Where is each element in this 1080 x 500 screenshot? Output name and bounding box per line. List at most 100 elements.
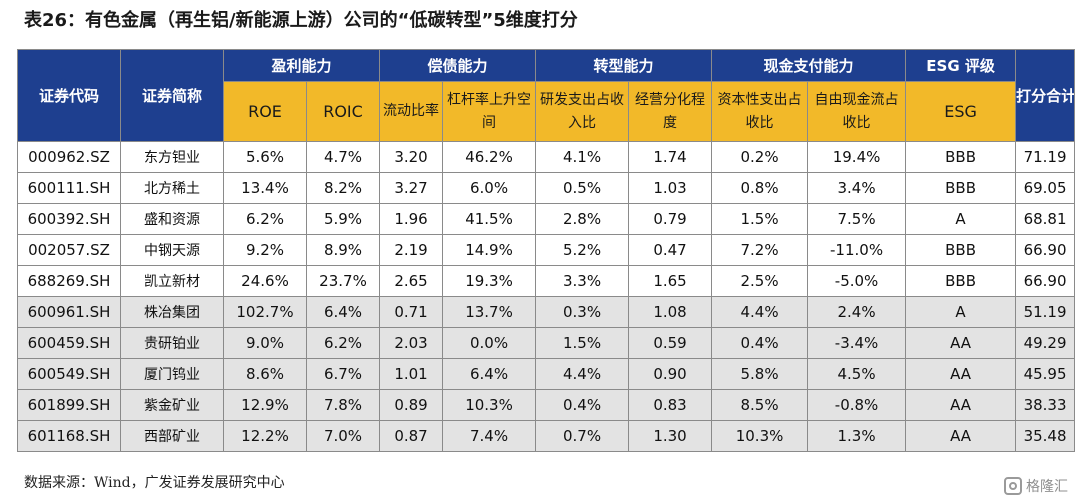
cell-roic: 6.7% [305, 358, 381, 390]
cell-rd: 4.4% [535, 358, 630, 390]
cell-name: 株冶集团 [120, 296, 224, 328]
cell-fcf: 1.3% [807, 420, 907, 452]
cell-capex: 8.5% [711, 389, 809, 421]
cell-capex: 0.4% [711, 327, 809, 359]
table-row: 600549.SH 厦门钨业 8.6% 6.7% 1.01 6.4% 4.4% … [17, 358, 1076, 390]
cell-diversify: 1.65 [628, 265, 713, 297]
cell-rd: 0.5% [535, 172, 630, 204]
cell-esg: BBB [905, 141, 1017, 173]
subheader-leverage: 杠杆率上升空间 [442, 81, 537, 142]
cell-name: 中钢天源 [120, 234, 224, 266]
cell-score: 45.95 [1015, 358, 1076, 390]
cell-code: 601899.SH [17, 389, 121, 421]
cell-capex: 10.3% [711, 420, 809, 452]
table-row: 600111.SH 北方稀土 13.4% 8.2% 3.27 6.0% 0.5%… [17, 172, 1076, 204]
cell-esg: BBB [905, 234, 1017, 266]
cell-name: 北方稀土 [120, 172, 224, 204]
cell-roic: 7.8% [305, 389, 381, 421]
header-debt: 偿债能力 [379, 49, 537, 82]
cell-code: 600961.SH [17, 296, 121, 328]
cell-capex: 5.8% [711, 358, 809, 390]
cell-score: 69.05 [1015, 172, 1076, 204]
cell-score: 68.81 [1015, 203, 1076, 235]
cell-rd: 0.7% [535, 420, 630, 452]
cell-roic: 4.7% [305, 141, 381, 173]
cell-code: 688269.SH [17, 265, 121, 297]
cell-roic: 23.7% [305, 265, 381, 297]
cell-roe: 12.9% [223, 389, 307, 421]
cell-fcf: 4.5% [807, 358, 907, 390]
header-name: 证券简称 [120, 49, 224, 142]
cell-roic: 8.9% [305, 234, 381, 266]
cell-fcf: 19.4% [807, 141, 907, 173]
cell-capex: 2.5% [711, 265, 809, 297]
cell-fcf: -3.4% [807, 327, 907, 359]
cell-code: 000962.SZ [17, 141, 121, 173]
subheader-capex: 资本性支出占收比 [711, 81, 809, 142]
cell-rd: 2.8% [535, 203, 630, 235]
cell-roic: 5.9% [305, 203, 381, 235]
cell-roic: 6.4% [305, 296, 381, 328]
cell-name: 西部矿业 [120, 420, 224, 452]
cell-roe: 9.0% [223, 327, 307, 359]
cell-name: 贵研铂业 [120, 327, 224, 359]
cell-fcf: 2.4% [807, 296, 907, 328]
cell-roe: 24.6% [223, 265, 307, 297]
cell-score: 71.19 [1015, 141, 1076, 173]
subheader-fcf: 自由现金流占收比 [807, 81, 907, 142]
cell-current: 2.65 [379, 265, 444, 297]
subheader-roe: ROE [223, 81, 307, 142]
cell-score: 66.90 [1015, 265, 1076, 297]
table-row: 600961.SH 株冶集团 102.7% 6.4% 0.71 13.7% 0.… [17, 296, 1076, 328]
cell-roe: 8.6% [223, 358, 307, 390]
cell-diversify: 1.03 [628, 172, 713, 204]
cell-diversify: 0.83 [628, 389, 713, 421]
cell-score: 51.19 [1015, 296, 1076, 328]
source-note: 数据来源：Wind，广发证券发展研究中心 [24, 475, 285, 491]
header-cash: 现金支付能力 [711, 49, 907, 82]
cell-roic: 6.2% [305, 327, 381, 359]
cell-current: 3.27 [379, 172, 444, 204]
cell-code: 601168.SH [17, 420, 121, 452]
cell-diversify: 0.90 [628, 358, 713, 390]
cell-esg: A [905, 203, 1017, 235]
watermark-text: 格隆汇 [1026, 479, 1068, 495]
cell-leverage: 41.5% [442, 203, 537, 235]
header-esg-group: ESG 评级 [905, 49, 1017, 82]
cell-name: 凯立新材 [120, 265, 224, 297]
cell-leverage: 19.3% [442, 265, 537, 297]
cell-leverage: 6.4% [442, 358, 537, 390]
cell-diversify: 0.47 [628, 234, 713, 266]
cell-capex: 7.2% [711, 234, 809, 266]
cell-current: 1.96 [379, 203, 444, 235]
cell-leverage: 6.0% [442, 172, 537, 204]
subheader-rd: 研发支出占收入比 [535, 81, 630, 142]
cell-leverage: 14.9% [442, 234, 537, 266]
table-row: 688269.SH 凯立新材 24.6% 23.7% 2.65 19.3% 3.… [17, 265, 1076, 297]
cell-fcf: -0.8% [807, 389, 907, 421]
subheader-esg: ESG [905, 81, 1017, 142]
cell-diversify: 0.59 [628, 327, 713, 359]
cell-current: 2.03 [379, 327, 444, 359]
cell-name: 紫金矿业 [120, 389, 224, 421]
cell-name: 盛和资源 [120, 203, 224, 235]
cell-leverage: 13.7% [442, 296, 537, 328]
cell-current: 2.19 [379, 234, 444, 266]
cell-fcf: -5.0% [807, 265, 907, 297]
header-score: 打分合计 [1015, 49, 1076, 142]
cell-capex: 4.4% [711, 296, 809, 328]
table-row: 601168.SH 西部矿业 12.2% 7.0% 0.87 7.4% 0.7%… [17, 420, 1076, 452]
table-row: 002057.SZ 中钢天源 9.2% 8.9% 2.19 14.9% 5.2%… [17, 234, 1076, 266]
cell-score: 38.33 [1015, 389, 1076, 421]
cell-roe: 9.2% [223, 234, 307, 266]
cell-leverage: 10.3% [442, 389, 537, 421]
cell-rd: 5.2% [535, 234, 630, 266]
cell-current: 3.20 [379, 141, 444, 173]
cell-current: 0.71 [379, 296, 444, 328]
cell-rd: 3.3% [535, 265, 630, 297]
cell-fcf: -11.0% [807, 234, 907, 266]
cell-roe: 5.6% [223, 141, 307, 173]
cell-diversify: 0.79 [628, 203, 713, 235]
cell-score: 66.90 [1015, 234, 1076, 266]
cell-roic: 7.0% [305, 420, 381, 452]
